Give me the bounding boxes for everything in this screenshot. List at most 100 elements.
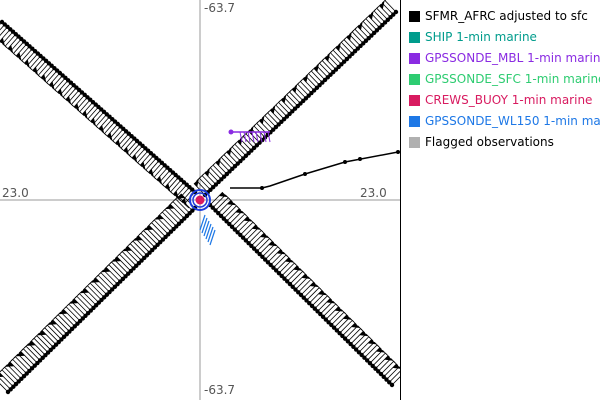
wind-barb	[275, 104, 288, 117]
legend-item[interactable]: GPSSONDE_SFC 1-min marine	[403, 71, 600, 92]
wind-barb	[44, 327, 60, 343]
wind-barb	[60, 311, 76, 327]
observation-point	[254, 143, 260, 148]
legend-swatch	[409, 137, 420, 148]
legend-item[interactable]: SHIP 1-min marine	[403, 29, 600, 50]
wind-barb	[84, 104, 97, 117]
wind-barb	[346, 36, 359, 49]
sonde-point	[228, 129, 234, 135]
observation-point	[216, 210, 221, 216]
wind-barb	[379, 5, 391, 18]
observation-point	[393, 9, 399, 15]
wind-flag	[15, 351, 25, 357]
wind-barb	[354, 28, 367, 42]
wind-barb	[170, 203, 185, 219]
wind-barb	[26, 53, 39, 66]
wind-barb	[270, 251, 284, 266]
sonde-barb	[255, 131, 259, 143]
wind-barb	[60, 82, 72, 95]
observation-point	[334, 328, 340, 333]
wind-barb	[120, 135, 132, 149]
observation-point	[331, 325, 337, 330]
wind-flag	[215, 157, 221, 166]
wind-barb	[17, 353, 33, 369]
observation-point	[378, 371, 384, 377]
observation-point	[287, 281, 293, 287]
wind-feather	[13, 53, 19, 58]
wind-barb	[164, 174, 177, 188]
wind-flag	[143, 225, 154, 231]
other-observations	[189, 129, 400, 246]
wind-barb	[24, 50, 36, 64]
legend-swatch	[409, 116, 420, 127]
wind-flag	[260, 233, 269, 239]
wind-barb	[360, 23, 372, 36]
observation-point	[326, 320, 331, 325]
observation-point	[301, 295, 306, 300]
wind-barb	[355, 336, 370, 350]
wind-barb	[32, 58, 44, 71]
wind-barb	[33, 338, 49, 353]
observation-point	[384, 377, 389, 382]
observation-point	[243, 238, 249, 243]
wind-feather	[310, 279, 316, 284]
wind-barb	[272, 107, 285, 120]
wind-flag	[69, 298, 79, 304]
legend-item[interactable]: GPSSONDE_MBL 1-min marine	[403, 50, 600, 71]
wind-flag	[276, 249, 286, 255]
observation-point	[293, 287, 298, 292]
wind-feather	[294, 262, 299, 268]
wind-flag	[165, 204, 175, 210]
wind-flag	[324, 53, 330, 62]
wind-barb	[273, 254, 287, 269]
wind-barb	[350, 331, 364, 345]
wind-barb	[97, 274, 113, 290]
observation-point	[355, 46, 360, 51]
wind-barb	[111, 261, 126, 277]
wind-barb	[0, 21, 3, 25]
wind-barb	[87, 285, 102, 301]
observation-point	[388, 15, 393, 20]
legend-swatch	[409, 11, 420, 22]
observation-point	[276, 122, 281, 127]
wind-barb	[362, 21, 375, 34]
observation-point	[329, 322, 334, 328]
wind-flag	[74, 103, 80, 112]
legend-item[interactable]: CREWS_BUOY 1-min marine	[403, 92, 600, 113]
observation-point	[385, 17, 391, 23]
legend-item[interactable]: SFMR_AFRC adjusted to sfc	[403, 8, 600, 29]
wind-feather	[393, 361, 399, 366]
wind-barb	[43, 67, 55, 81]
observation-point	[339, 62, 344, 67]
observation-point	[358, 157, 362, 161]
wind-barb	[10, 38, 22, 52]
wind-feather	[398, 366, 400, 369]
wind-flag	[248, 126, 254, 135]
wind-barb	[340, 41, 353, 55]
observation-point	[325, 75, 330, 80]
wind-barb	[92, 280, 108, 296]
legend-item[interactable]: GPSSONDE_WL150 1-min mar	[403, 113, 600, 134]
wind-barb	[175, 184, 188, 197]
wind-flag	[16, 52, 22, 61]
wind-barb	[124, 248, 140, 264]
wind-barb	[240, 221, 254, 236]
sonde-barb	[247, 131, 251, 143]
wind-barb	[212, 164, 225, 177]
wind-barb	[300, 81, 312, 94]
observation-point	[290, 109, 295, 114]
wind-barb	[0, 26, 8, 36]
wind-barb	[316, 65, 329, 78]
wind-feather	[112, 140, 118, 146]
wind-feather	[129, 155, 135, 160]
wind-barb	[108, 264, 124, 280]
wind-barb	[57, 80, 69, 93]
wind-feather	[289, 87, 295, 93]
legend-item[interactable]: Flagged observations	[403, 134, 600, 155]
wind-barb	[119, 253, 134, 269]
wind-barb	[137, 150, 149, 163]
wind-plot[interactable]	[0, 0, 400, 400]
observation-point	[348, 341, 353, 347]
wind-barb	[372, 352, 386, 367]
wind-flag	[379, 0, 385, 10]
